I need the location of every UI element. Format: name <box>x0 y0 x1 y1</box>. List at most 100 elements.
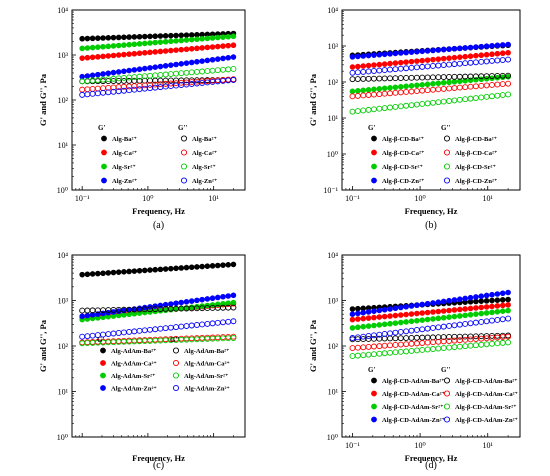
series-Alg-AdAm-Ba²⁺-G' <box>79 261 237 278</box>
data-point <box>483 318 490 325</box>
data-point <box>225 318 232 325</box>
data-point <box>397 84 404 90</box>
data-point <box>370 343 377 350</box>
data-point <box>365 92 372 98</box>
legend-marker <box>371 177 377 184</box>
data-point <box>430 80 436 87</box>
data-point <box>408 347 415 354</box>
data-point <box>225 261 232 268</box>
data-point <box>183 69 190 76</box>
data-point <box>84 54 91 61</box>
x-tick-label: 10¹ <box>483 441 494 450</box>
data-point <box>494 316 501 323</box>
data-point <box>115 34 122 41</box>
data-point <box>370 106 377 113</box>
data-point <box>94 90 101 97</box>
data-point <box>440 85 447 92</box>
data-point <box>230 76 237 83</box>
data-point <box>141 304 148 311</box>
x-tick-label: 10¹ <box>208 194 219 203</box>
data-point <box>136 41 143 47</box>
data-point <box>173 300 179 307</box>
data-point <box>188 36 195 43</box>
legend-entry: Alg-Sr²⁺ <box>112 164 136 171</box>
data-point <box>355 53 361 60</box>
data-point <box>84 333 91 340</box>
data-point <box>381 85 388 92</box>
data-point <box>157 33 164 39</box>
data-point <box>370 332 377 339</box>
data-point <box>478 58 485 65</box>
data-point <box>430 300 436 306</box>
data-point <box>387 85 393 91</box>
data-point <box>110 43 117 49</box>
data-point <box>494 81 501 88</box>
data-point <box>451 54 458 61</box>
data-point <box>478 304 485 311</box>
data-point <box>214 34 221 41</box>
data-point <box>446 46 452 52</box>
data-point <box>430 99 436 106</box>
data-point <box>446 74 453 80</box>
legend-entry: Alg-β-CD-Sr²⁺ <box>455 164 496 171</box>
data-point <box>79 307 86 314</box>
data-point <box>370 351 377 358</box>
data-point <box>349 54 356 60</box>
data-point <box>178 299 185 306</box>
data-point <box>349 64 356 70</box>
data-point <box>95 270 101 277</box>
data-point <box>220 34 226 40</box>
data-point <box>157 71 164 78</box>
data-point <box>424 74 431 81</box>
data-point <box>349 108 356 115</box>
data-point <box>110 34 117 41</box>
data-point <box>392 349 399 356</box>
data-point <box>371 62 377 68</box>
data-point <box>376 86 383 92</box>
data-point <box>110 52 117 59</box>
data-point <box>451 337 458 344</box>
data-point <box>462 45 468 51</box>
data-point <box>494 50 501 57</box>
data-point <box>451 313 458 320</box>
data-point <box>147 40 153 46</box>
data-point <box>505 302 511 308</box>
x-tick-label: 10⁻¹ <box>345 441 360 450</box>
data-point <box>120 74 127 81</box>
data-point <box>230 299 237 306</box>
data-point <box>451 78 458 85</box>
y-tick-label: 10⁰ <box>327 150 338 159</box>
data-point <box>354 352 361 359</box>
data-point <box>392 305 399 312</box>
data-point <box>430 339 436 346</box>
data-point <box>467 294 474 301</box>
data-point <box>489 57 495 64</box>
data-point <box>194 58 200 65</box>
data-point <box>473 294 479 300</box>
legend-header-g-double-prime: G'' <box>441 366 450 374</box>
data-point <box>467 320 474 327</box>
data-point <box>483 292 490 299</box>
data-point <box>183 323 190 329</box>
data-point <box>472 319 479 326</box>
data-point <box>360 75 367 82</box>
data-point <box>403 319 409 325</box>
data-point <box>376 350 383 357</box>
data-point <box>188 45 195 52</box>
data-point <box>435 62 442 69</box>
data-point <box>419 347 426 353</box>
legend-marker <box>180 177 188 184</box>
data-point <box>505 339 512 346</box>
data-point <box>446 55 452 61</box>
y-tick-label: 10³ <box>58 51 69 60</box>
data-point <box>105 53 112 59</box>
data-point <box>505 296 511 303</box>
data-point <box>121 68 127 75</box>
data-point <box>489 93 495 100</box>
data-point <box>483 93 490 100</box>
data-point <box>79 45 85 52</box>
data-point <box>365 106 372 113</box>
data-point <box>79 78 86 85</box>
data-point <box>121 42 127 48</box>
